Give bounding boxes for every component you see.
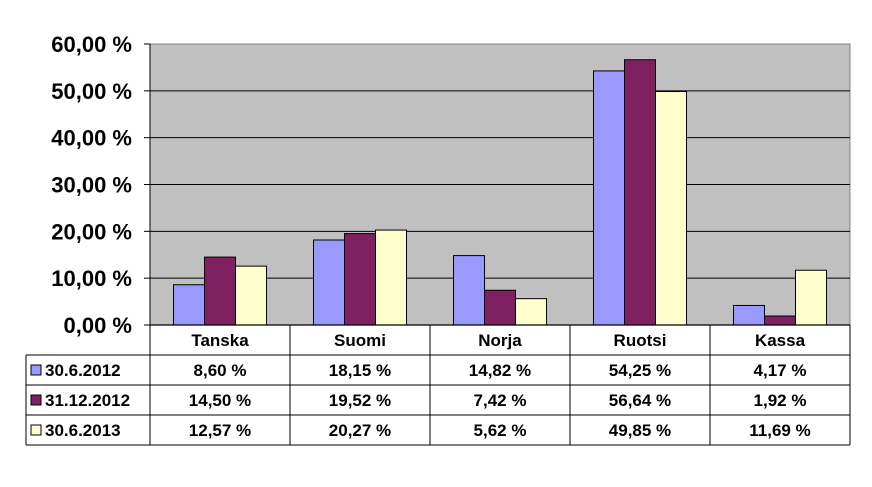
legend-entry: 30.6.2012: [45, 361, 121, 380]
data-label: 20,27 %: [329, 421, 391, 440]
y-tick-label: 30,00 %: [51, 173, 132, 198]
category-label: Ruotsi: [614, 331, 667, 350]
data-label: 54,25 %: [609, 361, 671, 380]
data-label: 49,85 %: [609, 421, 671, 440]
data-label: 19,52 %: [329, 391, 391, 410]
y-tick-label: 10,00 %: [51, 266, 132, 291]
data-label: 4,17 %: [754, 361, 807, 380]
y-tick-label: 50,00 %: [51, 79, 132, 104]
y-axis-ticks: 0,00 % 10,00 % 20,00 % 30,00 % 40,00 % 50,00 …: [51, 32, 151, 338]
bar-suomi-series-2: [344, 233, 376, 326]
data-label: 5,62 %: [474, 421, 527, 440]
data-label: 14,50 %: [189, 391, 251, 410]
legend-swatch: [30, 394, 42, 406]
bar-ruotsi-series-2: [624, 59, 656, 326]
bar-kassa-series-1: [733, 304, 765, 326]
data-label: 8,60 %: [194, 361, 247, 380]
bars: [150, 59, 850, 326]
data-label: 7,42 %: [474, 391, 527, 410]
data-label: 56,64 %: [609, 391, 671, 410]
y-tick-label: 20,00 %: [51, 219, 132, 244]
bar-tanska-series-1: [173, 284, 205, 326]
legend-entry: 30.6.2013: [45, 421, 121, 440]
bar-suomi-series-3: [375, 229, 407, 326]
category-label: Tanska: [191, 331, 249, 350]
bar-ruotsi-series-1: [593, 70, 625, 326]
y-tick-label: 60,00 %: [51, 32, 132, 57]
bar-suomi-series-1: [313, 239, 345, 326]
bar-norja-series-3: [515, 298, 547, 326]
data-table: Tanska Suomi Norja Ruotsi Kassa 30.6.2012 8,60…: [25, 325, 851, 446]
category-label: Norja: [478, 331, 522, 350]
bar-tanska-series-2: [204, 256, 236, 326]
category-label: Kassa: [755, 331, 806, 350]
bar-ruotsi-series-3: [655, 91, 687, 326]
bar-kassa-series-3: [795, 269, 827, 326]
bar-norja-series-1: [453, 255, 485, 326]
bar-kassa-series-2: [764, 315, 796, 326]
y-tick-label: 40,00 %: [51, 126, 132, 151]
data-label: 14,82 %: [469, 361, 531, 380]
data-label: 1,92 %: [754, 391, 807, 410]
bar-norja-series-2: [484, 289, 516, 326]
data-label: 12,57 %: [189, 421, 251, 440]
legend-entry: 31.12.2012: [45, 391, 130, 410]
category-label: Suomi: [334, 331, 386, 350]
bar-tanska-series-3: [235, 265, 267, 326]
y-tick-label: 0,00 %: [64, 313, 133, 338]
data-label: 11,69 %: [749, 421, 810, 440]
legend-swatch: [30, 364, 42, 376]
legend-swatch: [30, 424, 42, 436]
data-label: 18,15 %: [329, 361, 391, 380]
